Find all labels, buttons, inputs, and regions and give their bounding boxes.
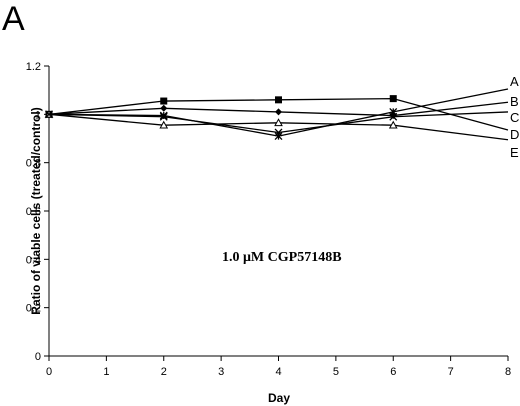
square-marker	[275, 96, 282, 104]
y-tick-label: 0.8	[26, 158, 41, 170]
y-tick-label: 0.4	[26, 254, 41, 266]
y-tick-label: 1	[35, 109, 41, 121]
x-tick-label: 3	[218, 366, 224, 378]
y-axis-title: Ratio of viable cells (treated/control)	[29, 107, 43, 314]
series-label: B	[510, 94, 519, 109]
series-label: C	[510, 110, 519, 125]
star-marker	[274, 132, 283, 141]
series-b	[45, 101, 509, 120]
diamond-marker	[275, 108, 282, 116]
star-marker	[159, 111, 168, 120]
x-tick-label: 2	[161, 366, 167, 378]
x-tick-label: 4	[275, 366, 281, 378]
series-label: D	[510, 127, 519, 142]
square-marker	[389, 95, 397, 103]
series-d	[44, 109, 509, 141]
x-tick-label: 6	[390, 366, 396, 378]
x-tick-label: 7	[448, 366, 454, 378]
diamond-marker	[160, 104, 168, 112]
x-axis-title: Day	[268, 391, 290, 405]
x-tick-label: 5	[333, 366, 339, 378]
square-marker	[160, 97, 168, 105]
chart-annotation: 1.0 μM CGP57148B	[222, 250, 342, 265]
series-label: A	[510, 74, 519, 89]
series-label: E	[510, 145, 519, 160]
y-tick-label: 0.6	[26, 206, 41, 218]
triangle-marker	[159, 120, 169, 129]
series-e	[45, 110, 509, 137]
x-tick-label: 1	[103, 366, 109, 378]
cross-marker	[159, 112, 168, 121]
y-tick-label: 1.2	[26, 61, 41, 73]
cross-marker	[45, 110, 53, 119]
x-tick-label: 0	[46, 366, 52, 378]
y-tick-label: 0.2	[26, 303, 41, 315]
triangle-marker	[388, 120, 398, 129]
x-tick-label: 8	[505, 366, 511, 378]
triangle-marker	[274, 118, 283, 127]
series-layer	[44, 88, 509, 141]
y-tick-label: 0	[35, 351, 41, 363]
cross-marker	[389, 112, 398, 121]
axes: 0 0.2 0.4 0.6 0.8 1 1.2 0 1 2 3 4 5 6 7 8	[26, 61, 511, 378]
cross-marker	[274, 128, 283, 137]
panel-label: A	[2, 0, 25, 38]
